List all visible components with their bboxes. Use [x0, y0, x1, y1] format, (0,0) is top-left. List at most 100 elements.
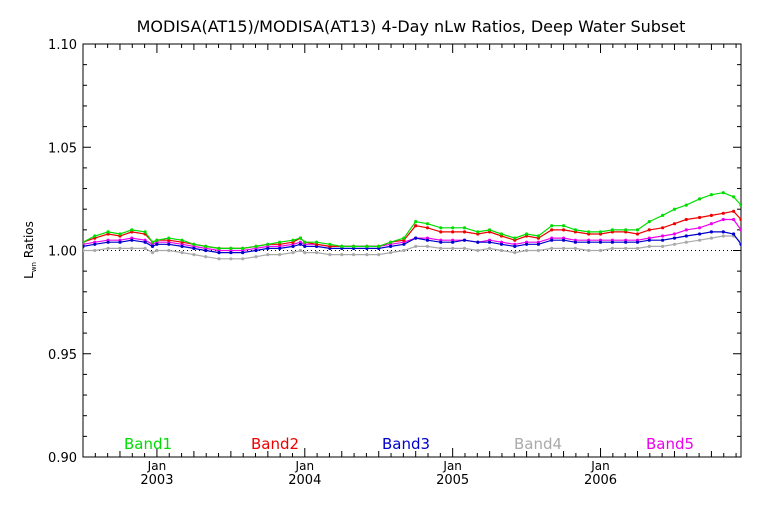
data-point	[118, 246, 122, 250]
data-point	[462, 238, 467, 242]
series-band4	[83, 234, 741, 261]
data-point	[587, 240, 591, 244]
data-point	[462, 246, 467, 250]
data-point	[684, 217, 688, 222]
data-point	[525, 242, 529, 246]
data-point	[562, 228, 566, 232]
data-point	[365, 244, 369, 248]
data-point	[340, 244, 344, 248]
data-point	[229, 246, 233, 250]
data-point	[298, 236, 302, 240]
data-point	[93, 248, 97, 253]
data-point	[402, 236, 406, 240]
data-point	[204, 244, 208, 248]
data-point	[598, 240, 603, 244]
data-point	[451, 230, 455, 234]
data-point	[303, 240, 307, 244]
data-point	[328, 242, 332, 246]
chart-title: MODISA(AT15)/MODISA(AT13) 4-Day nLw Rati…	[137, 17, 686, 36]
data-point	[647, 228, 651, 232]
data-point	[389, 251, 393, 255]
x-tick-month-label: Jan	[590, 459, 610, 473]
data-point	[661, 234, 665, 238]
data-point	[167, 236, 171, 240]
data-point	[414, 244, 418, 248]
data-point	[93, 234, 97, 238]
data-point	[647, 238, 651, 242]
data-point	[217, 251, 221, 255]
data-point	[635, 228, 640, 232]
data-point	[229, 257, 233, 261]
data-point	[550, 238, 554, 242]
data-point	[610, 240, 615, 244]
data-point	[291, 238, 295, 242]
data-point	[192, 253, 196, 257]
data-point	[462, 226, 467, 230]
data-point	[241, 257, 245, 261]
legend-band3: Band3	[382, 435, 430, 453]
data-point	[180, 251, 184, 255]
data-point	[698, 197, 702, 201]
data-point	[118, 240, 122, 244]
data-point	[598, 230, 603, 234]
data-point	[513, 236, 517, 240]
data-point	[488, 246, 492, 250]
data-point	[180, 244, 184, 248]
x-tick-month-label: Jan	[147, 459, 167, 473]
data-point	[573, 228, 578, 232]
x-tick-year-label: 2005	[436, 473, 469, 488]
data-point	[661, 244, 665, 248]
data-point	[709, 230, 714, 234]
data-point	[451, 240, 455, 244]
data-point	[536, 242, 541, 246]
data-point	[402, 242, 406, 246]
data-point	[167, 242, 171, 246]
data-point	[684, 240, 688, 244]
data-point	[635, 246, 640, 250]
data-point	[739, 217, 741, 222]
x-tick-month-label: Jan	[442, 459, 462, 473]
data-point	[721, 211, 725, 215]
data-point	[732, 195, 736, 199]
data-point	[167, 248, 171, 253]
data-point	[439, 240, 443, 244]
data-point	[150, 240, 155, 244]
data-point	[150, 244, 155, 248]
data-point	[562, 246, 566, 250]
data-point	[439, 230, 443, 234]
data-point	[598, 248, 603, 253]
data-point	[414, 220, 418, 224]
data-point	[525, 232, 529, 236]
data-point	[254, 244, 258, 248]
data-point	[315, 240, 319, 244]
data-point	[573, 246, 578, 250]
data-point	[130, 238, 134, 242]
data-point	[610, 246, 615, 250]
data-point	[266, 253, 270, 257]
data-point	[732, 209, 736, 213]
y-tick-label: 0.90	[48, 451, 77, 466]
data-point	[709, 236, 714, 240]
y-axis-label-subscript: wn	[30, 262, 38, 272]
data-point	[672, 242, 677, 246]
data-point	[562, 238, 566, 242]
data-point	[635, 240, 640, 244]
data-point	[721, 230, 725, 234]
data-point	[143, 240, 147, 244]
x-tick-month-label: Jan	[295, 459, 315, 473]
data-point	[721, 234, 725, 238]
data-point	[155, 242, 159, 246]
data-point	[118, 232, 122, 236]
y-tick-label: 1.10	[48, 38, 77, 53]
legend-band5: Band5	[646, 435, 694, 453]
data-point	[698, 232, 702, 236]
y-axis-label-main: L	[22, 272, 36, 279]
data-point	[732, 232, 736, 236]
data-point	[661, 238, 665, 242]
data-point	[672, 232, 677, 236]
data-point	[672, 207, 677, 211]
data-point	[266, 242, 270, 246]
data-point	[739, 242, 741, 246]
data-point	[698, 238, 702, 242]
